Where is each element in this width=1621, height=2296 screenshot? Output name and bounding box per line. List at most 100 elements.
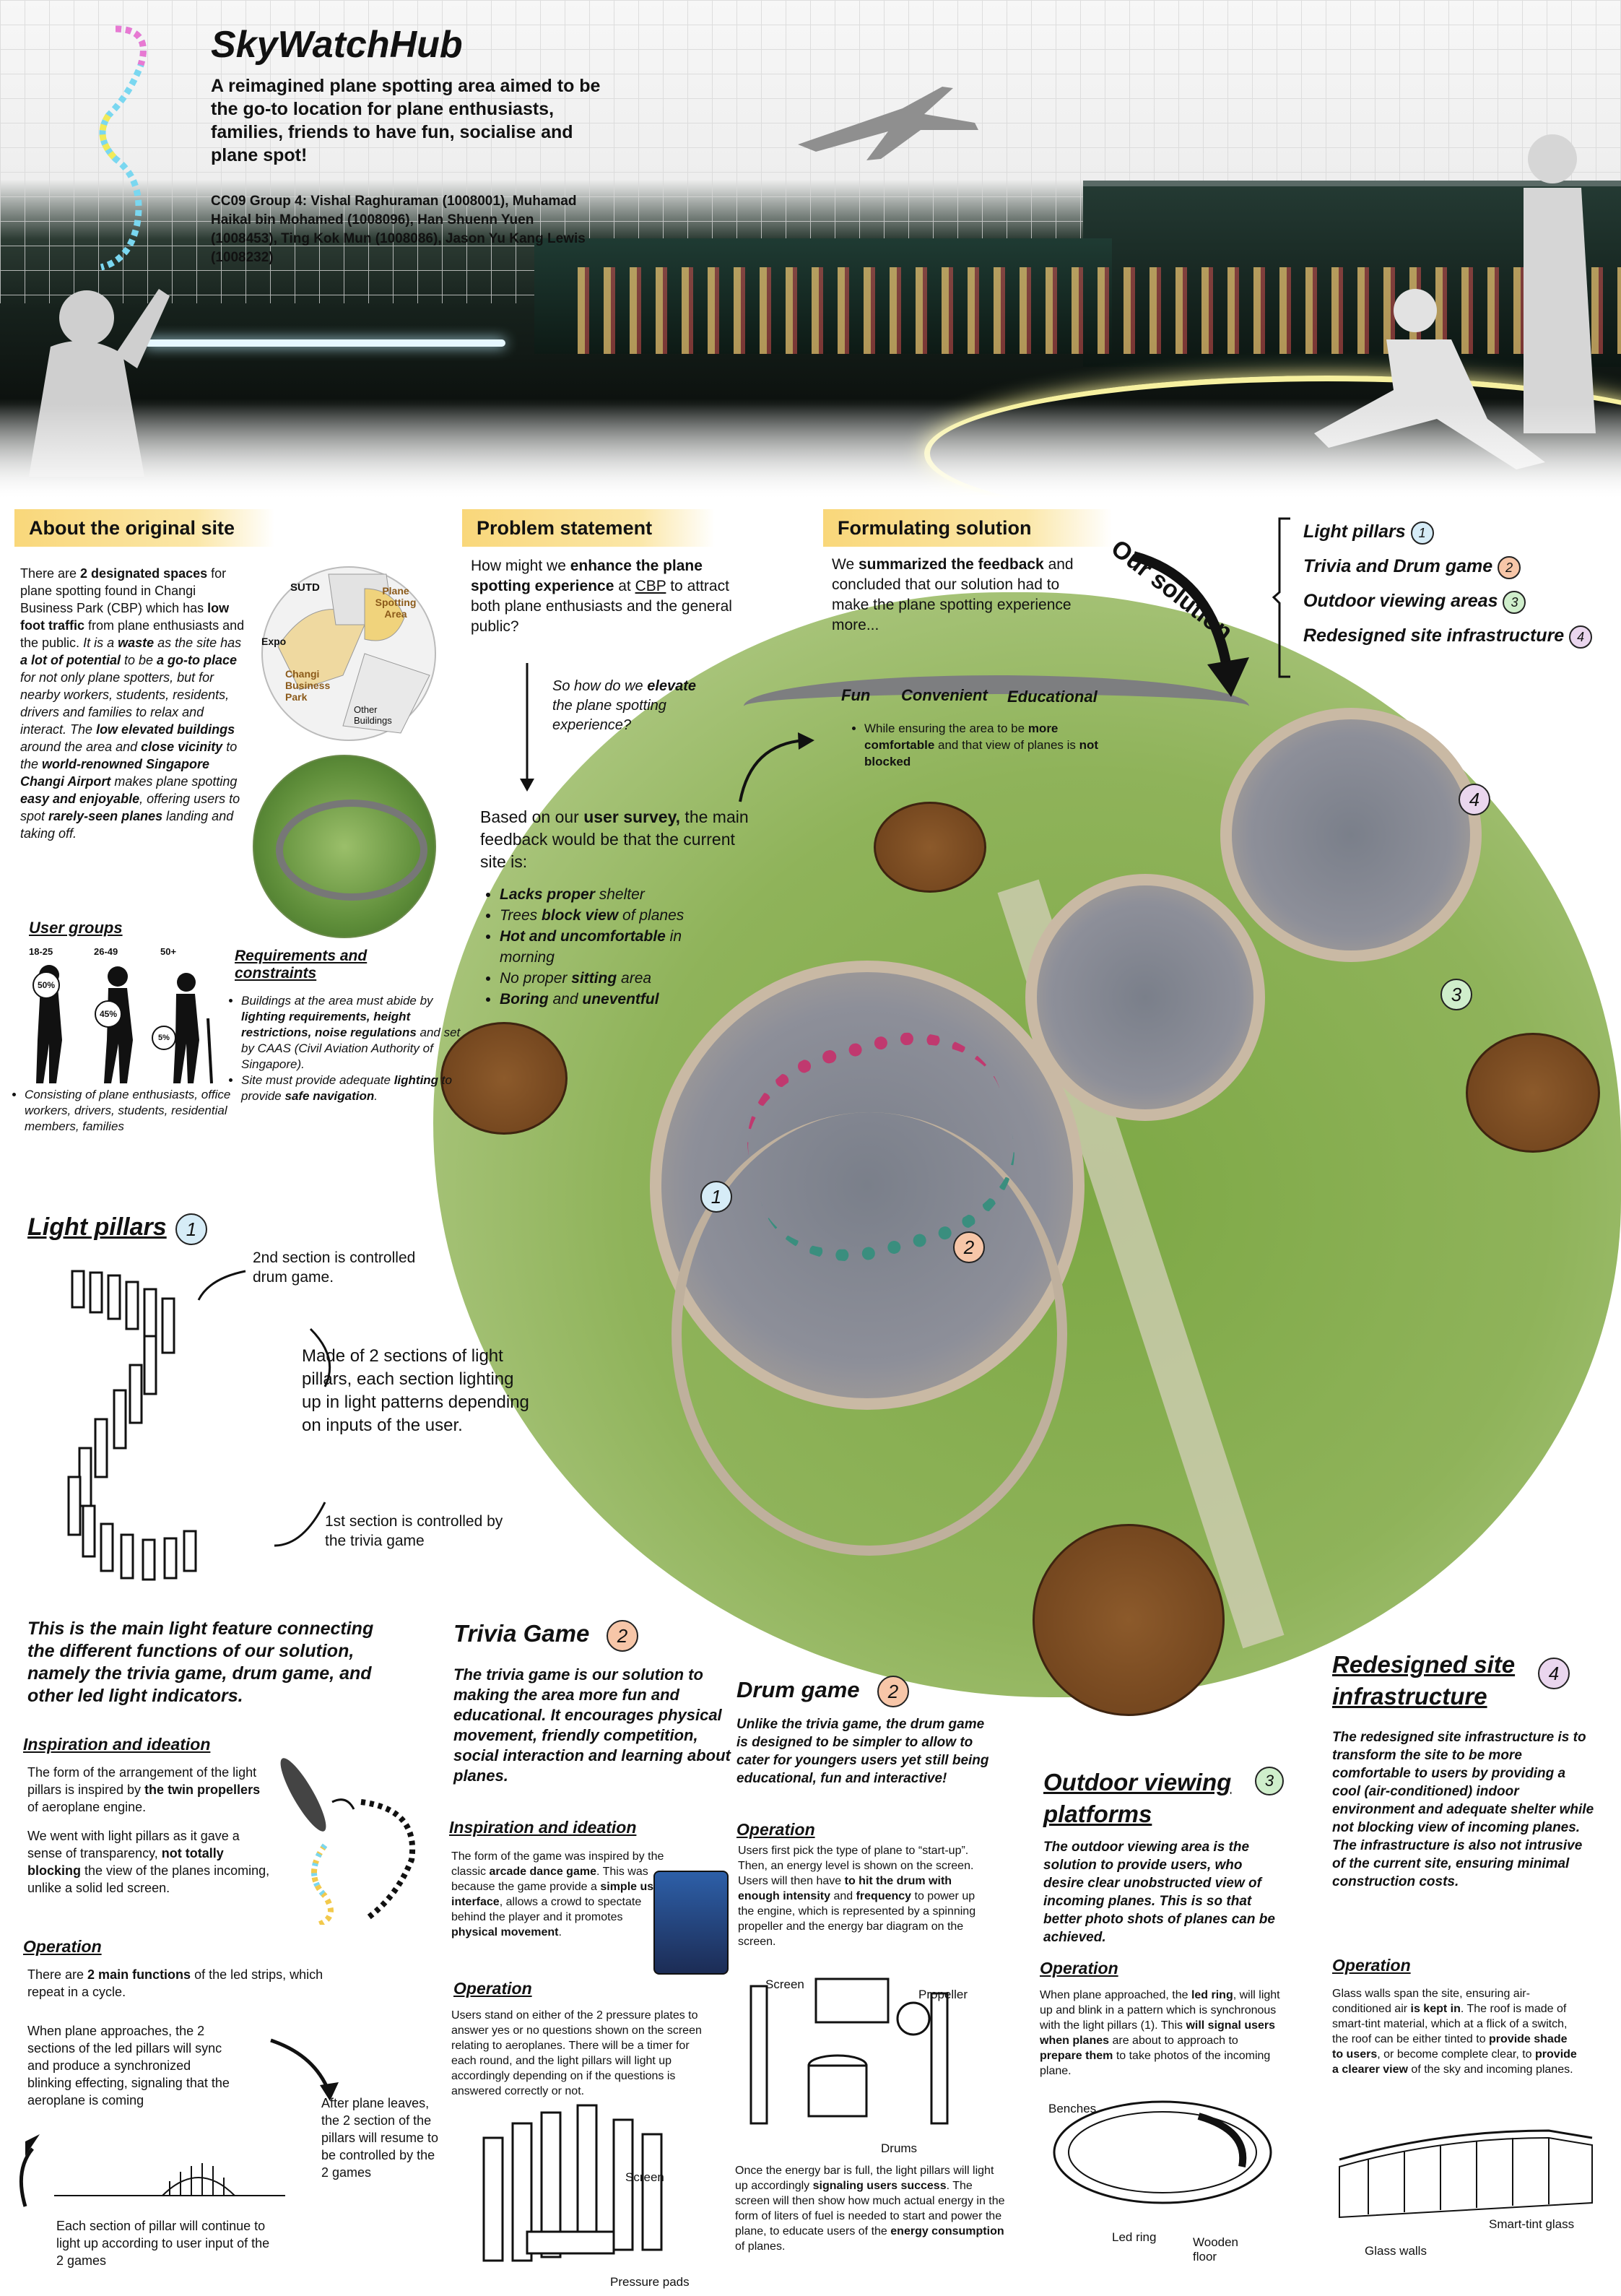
text-run: for plane spotting found in Changi Busin… (20, 566, 227, 615)
text-run: We (832, 556, 859, 573)
word-educational: Educational (1007, 688, 1098, 706)
text-run: Based on our (480, 807, 584, 826)
text-run: frequency (856, 1890, 912, 1902)
text-run: The (70, 722, 97, 737)
text-run: at (614, 578, 635, 594)
formulating-note-list: While ensuring the area to be more comfo… (848, 720, 1103, 770)
viewing-deck-bottom (1033, 1524, 1225, 1716)
text-run: user survey, (583, 807, 681, 826)
requirement-item: Buildings at the area must abide by ligh… (241, 993, 472, 1073)
text-run: area (617, 970, 652, 987)
trivia-operation-text: Users stand on either of the 2 pressure … (451, 2009, 702, 2097)
drum-operation-heading: Operation (736, 1820, 815, 1839)
text-run: It is a (83, 636, 118, 650)
light-pillars-number: 1 (175, 1213, 207, 1245)
redesigned-summary: The redesigned site infrastructure is to… (1332, 1730, 1594, 1889)
text-run: energy consumption (890, 2225, 1004, 2237)
drum-operation-text-2: Once the energy bar is full, the light p… (735, 2163, 1006, 2254)
drum-heading: Drum game (736, 1677, 860, 1702)
text-run: Boring (500, 991, 549, 1008)
text-run: makes plane spotting (110, 774, 238, 789)
text-run: lighting requirements, height restrictio… (241, 1010, 417, 1039)
map-label-sutd: SUTD (290, 581, 320, 594)
glass-wall-sketch (1339, 2129, 1593, 2219)
text-run: Once the energy bar is full, the light p… (735, 2165, 994, 2192)
outdoor-operation-heading: Operation (1040, 1959, 1118, 1977)
solution-item-label: Light pillars (1303, 521, 1406, 542)
text-run: CBP (635, 578, 666, 594)
map-label-plane-spotting: Plane Spotting Area (375, 585, 417, 620)
text-run: and that view of planes is (934, 738, 1079, 752)
outdoor-label-led-ring: Led ring (1112, 2230, 1157, 2244)
text-run: not totally blocking (27, 1846, 224, 1878)
propeller-sketch (280, 1758, 416, 1925)
solution-item-games: Trivia and Drum game 2 (1303, 556, 1614, 591)
text-run: provide shade to users (1332, 2033, 1568, 2061)
map-label-expo: Expo (261, 636, 287, 647)
cycle-arrows (19, 2038, 339, 2207)
text-run: block view (541, 907, 619, 924)
text-run: The form of the arrangement of the light… (27, 1765, 257, 1797)
text-run: low elevated buildings (96, 722, 235, 737)
solution-item-infrastructure: Redesigned site infrastructure 4 (1303, 625, 1614, 660)
redesigned-operation-text: Glass walls span the site, ensuring air-… (1332, 1986, 1578, 2077)
text-run: There are (20, 566, 81, 581)
note-2nd-section: 2nd section is controlled drum game. (253, 1249, 416, 1286)
text-run: to hit the drum with enough intensity (738, 1875, 952, 1902)
text-run: and (548, 991, 583, 1008)
solution-item-label: Trivia and Drum game (1303, 556, 1493, 576)
requirement-item: Site must provide adequate lighting to p… (241, 1073, 472, 1104)
text-run: for not only plane spotters, but for nea… (20, 670, 230, 737)
lp-inspiration-text-1: The form of the arrangement of the light… (27, 1764, 266, 1816)
text-run: more comfortable (864, 722, 1059, 752)
text-run: Lacks proper (500, 886, 595, 903)
text-run: the view of the planes incoming, unlike … (27, 1863, 270, 1895)
text-run: Trees (500, 907, 542, 924)
trivia-number: 2 (607, 1620, 638, 1652)
word-fun: Fun (841, 686, 871, 704)
text-run: led ring (1191, 1989, 1233, 2001)
text-run: shelter (594, 886, 645, 903)
outdoor-number: 3 (1255, 1767, 1284, 1795)
tagline: A reimagined plane spotting area aimed t… (211, 76, 601, 165)
lp-operation-text-2: When plane approaches, the 2 sections of… (27, 2024, 230, 2107)
lp-operation-text-1: There are 2 main functions of the led st… (27, 1966, 331, 2001)
text-run: of the led strips, which repeat in a cyc… (27, 1967, 323, 1999)
arrows-light-pillars (197, 1270, 331, 1547)
text-run: to provide (241, 1073, 452, 1103)
curve-arrow (739, 732, 814, 802)
solution-number-2: 2 (1498, 556, 1521, 579)
text-run: , offering users to spot (20, 792, 240, 823)
outdoor-summary: The outdoor viewing area is the solution… (1043, 1840, 1275, 1945)
text-run: as the site has (154, 636, 242, 650)
feedback-list: Lacks proper shelter Trees block view of… (484, 884, 731, 1010)
text-run: landing and taking off. (20, 809, 234, 841)
page-title: SkyWatchHub (211, 24, 463, 66)
pillars-elevation-sketch (54, 2163, 285, 2196)
word-convenient: Convenient (901, 686, 988, 704)
feedback-item: Hot and uncomfortable in morning (500, 926, 731, 968)
drum-label-propeller: Propeller (918, 1988, 968, 2001)
text-run: world-renowned Singapore Changi Airport (20, 757, 210, 789)
solution-item-light-pillars: Light pillars 1 (1303, 521, 1614, 556)
down-arrow (520, 663, 534, 792)
light-pillars-heading: Light pillars (27, 1213, 167, 1241)
text-run: , allows a crowd to spectate behind the … (451, 1896, 642, 1923)
lp-inspiration-text-2: We went with light pillars as it gave a … (27, 1827, 273, 1897)
text-run: the twin propellers (144, 1782, 261, 1797)
viewing-deck-left (440, 1022, 568, 1135)
text-run: the main feedback would be that the curr… (480, 807, 749, 871)
text-run: simple user interface (451, 1881, 665, 1908)
feedback-item: Boring and uneventful (500, 989, 731, 1010)
arcade-machine-image (653, 1871, 729, 1975)
site-marker-2: 2 (953, 1231, 985, 1263)
drum-operation-text: Users first pick the type of plane to “s… (738, 1843, 987, 1949)
text-run: provide a clearer view (1332, 2048, 1577, 2076)
trivia-summary: The trivia game is our solution to makin… (453, 1665, 731, 1785)
drum-summary: Unlike the trivia game, the drum game is… (736, 1717, 989, 1786)
light-pillars-sketch (67, 1270, 197, 1581)
text-run: sitting (571, 970, 617, 987)
solution-item-outdoor: Outdoor viewing areas 3 (1303, 591, 1614, 625)
share-18-25: 50% (32, 971, 60, 999)
text-run: summarized the feedback (858, 556, 1044, 573)
